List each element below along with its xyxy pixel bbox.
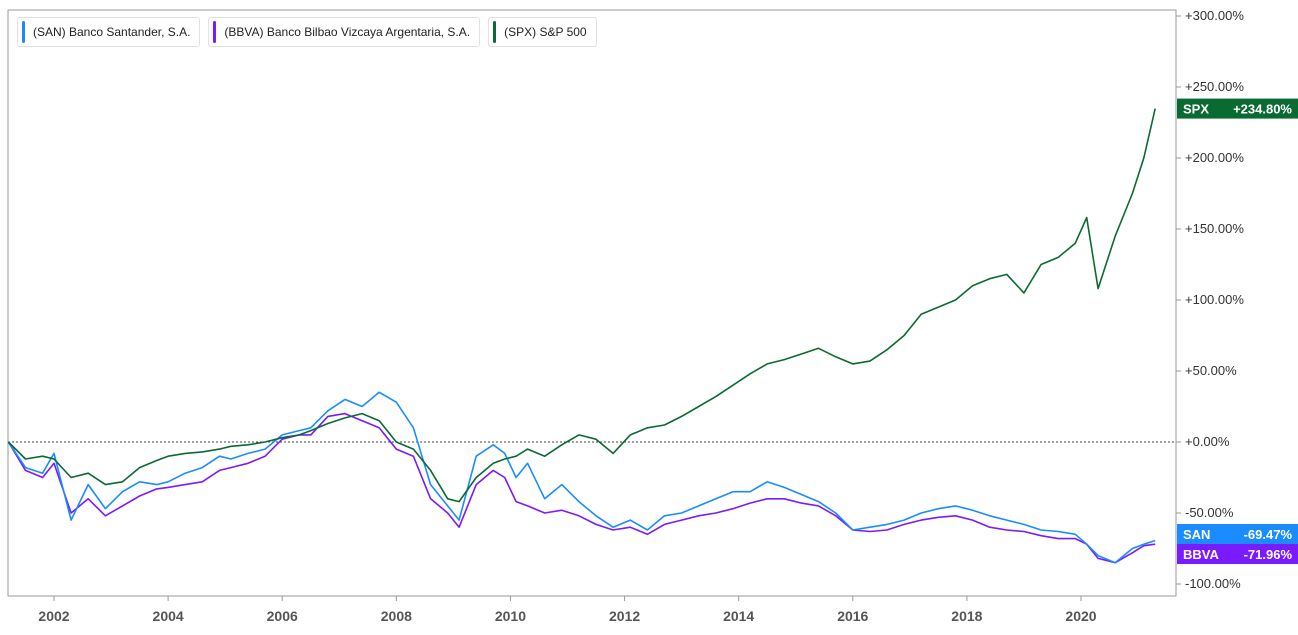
series-line-spx: [7, 108, 1156, 503]
x-tick-label: 2010: [495, 608, 526, 624]
legend-label-bbva: (BBVA) Banco Bilbao Vizcaya Argentaria, …: [224, 25, 471, 39]
series-line-bbva: [7, 412, 1156, 564]
y-tick-label: -100.00%: [1185, 576, 1241, 591]
badge-value: -69.47%: [1244, 527, 1293, 542]
y-tick-label: +100.00%: [1185, 292, 1244, 307]
y-tick-label: +250.00%: [1185, 79, 1244, 94]
last-value-badge-spx: SPX +234.80%: [1177, 98, 1298, 119]
y-tick-label: -50.00%: [1185, 505, 1234, 520]
badge-ticker: BBVA: [1183, 547, 1219, 562]
x-tick-label: 2012: [609, 608, 640, 624]
legend-swatch-bbva: [213, 21, 217, 43]
x-tick-label: 2018: [951, 608, 982, 624]
legend-label-spx: (SPX) S&P 500: [504, 25, 587, 39]
badge-bg: [1177, 544, 1298, 564]
badge-value: -71.96%: [1244, 547, 1293, 562]
badge-ticker: SPX: [1183, 102, 1209, 117]
last-value-badge-san: SAN -69.47%: [1177, 524, 1298, 544]
series-line-san: [7, 391, 1156, 564]
badge-ticker: SAN: [1183, 527, 1210, 542]
x-tick-label: 2020: [1065, 608, 1096, 624]
y-tick-label: +200.00%: [1185, 150, 1244, 165]
x-tick-label: 2006: [267, 608, 298, 624]
badge-value: +234.80%: [1233, 102, 1292, 117]
x-tick-label: 2014: [723, 608, 754, 624]
legend-item-spx[interactable]: (SPX) S&P 500: [488, 17, 597, 47]
badge-bg: [1177, 524, 1298, 544]
x-tick-label: 2008: [381, 608, 412, 624]
last-value-badge-bbva: BBVA -71.96%: [1177, 544, 1298, 564]
x-tick-label: 2002: [38, 608, 69, 624]
legend-item-bbva[interactable]: (BBVA) Banco Bilbao Vizcaya Argentaria, …: [208, 17, 481, 47]
legend-swatch-spx: [493, 21, 497, 43]
legend-swatch-san: [22, 21, 25, 43]
chart-legend: (SAN) Banco Santander, S.A. (BBVA) Banco…: [17, 17, 597, 47]
x-tick-label: 2016: [837, 608, 868, 624]
badge-bg: [1177, 98, 1298, 119]
y-tick-label: +0.00%: [1185, 434, 1230, 449]
plot-frame: [7, 9, 1177, 597]
y-tick-label: +150.00%: [1185, 221, 1244, 236]
legend-item-san[interactable]: (SAN) Banco Santander, S.A.: [17, 17, 201, 47]
x-tick-label: 2004: [153, 608, 184, 624]
y-tick-label: +300.00%: [1185, 8, 1244, 23]
y-tick-label: +50.00%: [1185, 363, 1237, 378]
legend-label-san: (SAN) Banco Santander, S.A.: [33, 25, 191, 39]
